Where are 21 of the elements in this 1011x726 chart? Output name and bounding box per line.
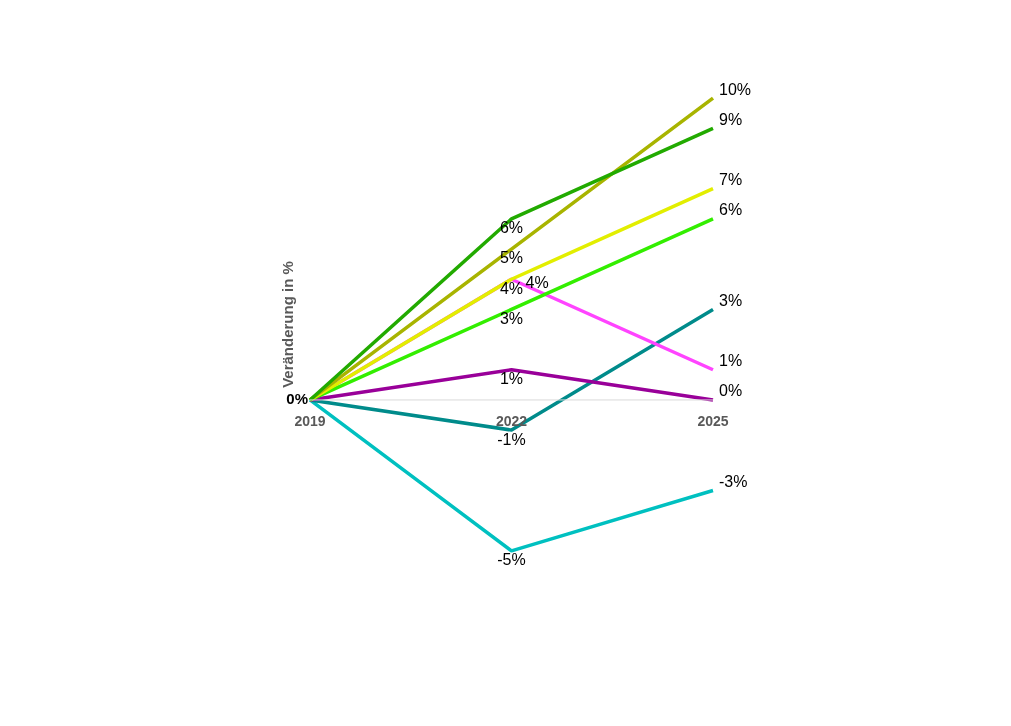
data-label: 6%	[719, 201, 743, 219]
data-label: 6%	[499, 219, 524, 237]
data-label: 3%	[499, 309, 524, 327]
x-tick-label: 2022	[495, 412, 528, 429]
y-axis-title: Veränderung in %	[279, 261, 297, 388]
data-label: 4%	[499, 279, 524, 297]
x-tick-label: 2025	[697, 412, 729, 429]
data-label: -3%	[719, 472, 748, 490]
data-label: 4%	[525, 273, 549, 291]
data-label: 0%	[719, 382, 743, 400]
data-label: -1%	[497, 430, 526, 448]
data-label: 1%	[719, 352, 743, 370]
data-label: 9%	[719, 110, 743, 128]
data-label: 10%	[719, 80, 752, 98]
data-label: 1%	[499, 370, 524, 388]
data-label: -5%	[497, 551, 526, 569]
data-label: 0%	[286, 390, 308, 408]
data-label: 5%	[499, 249, 524, 267]
x-tick-label: 2019	[294, 412, 326, 429]
data-label: 3%	[719, 291, 743, 309]
data-label: 7%	[719, 171, 743, 189]
